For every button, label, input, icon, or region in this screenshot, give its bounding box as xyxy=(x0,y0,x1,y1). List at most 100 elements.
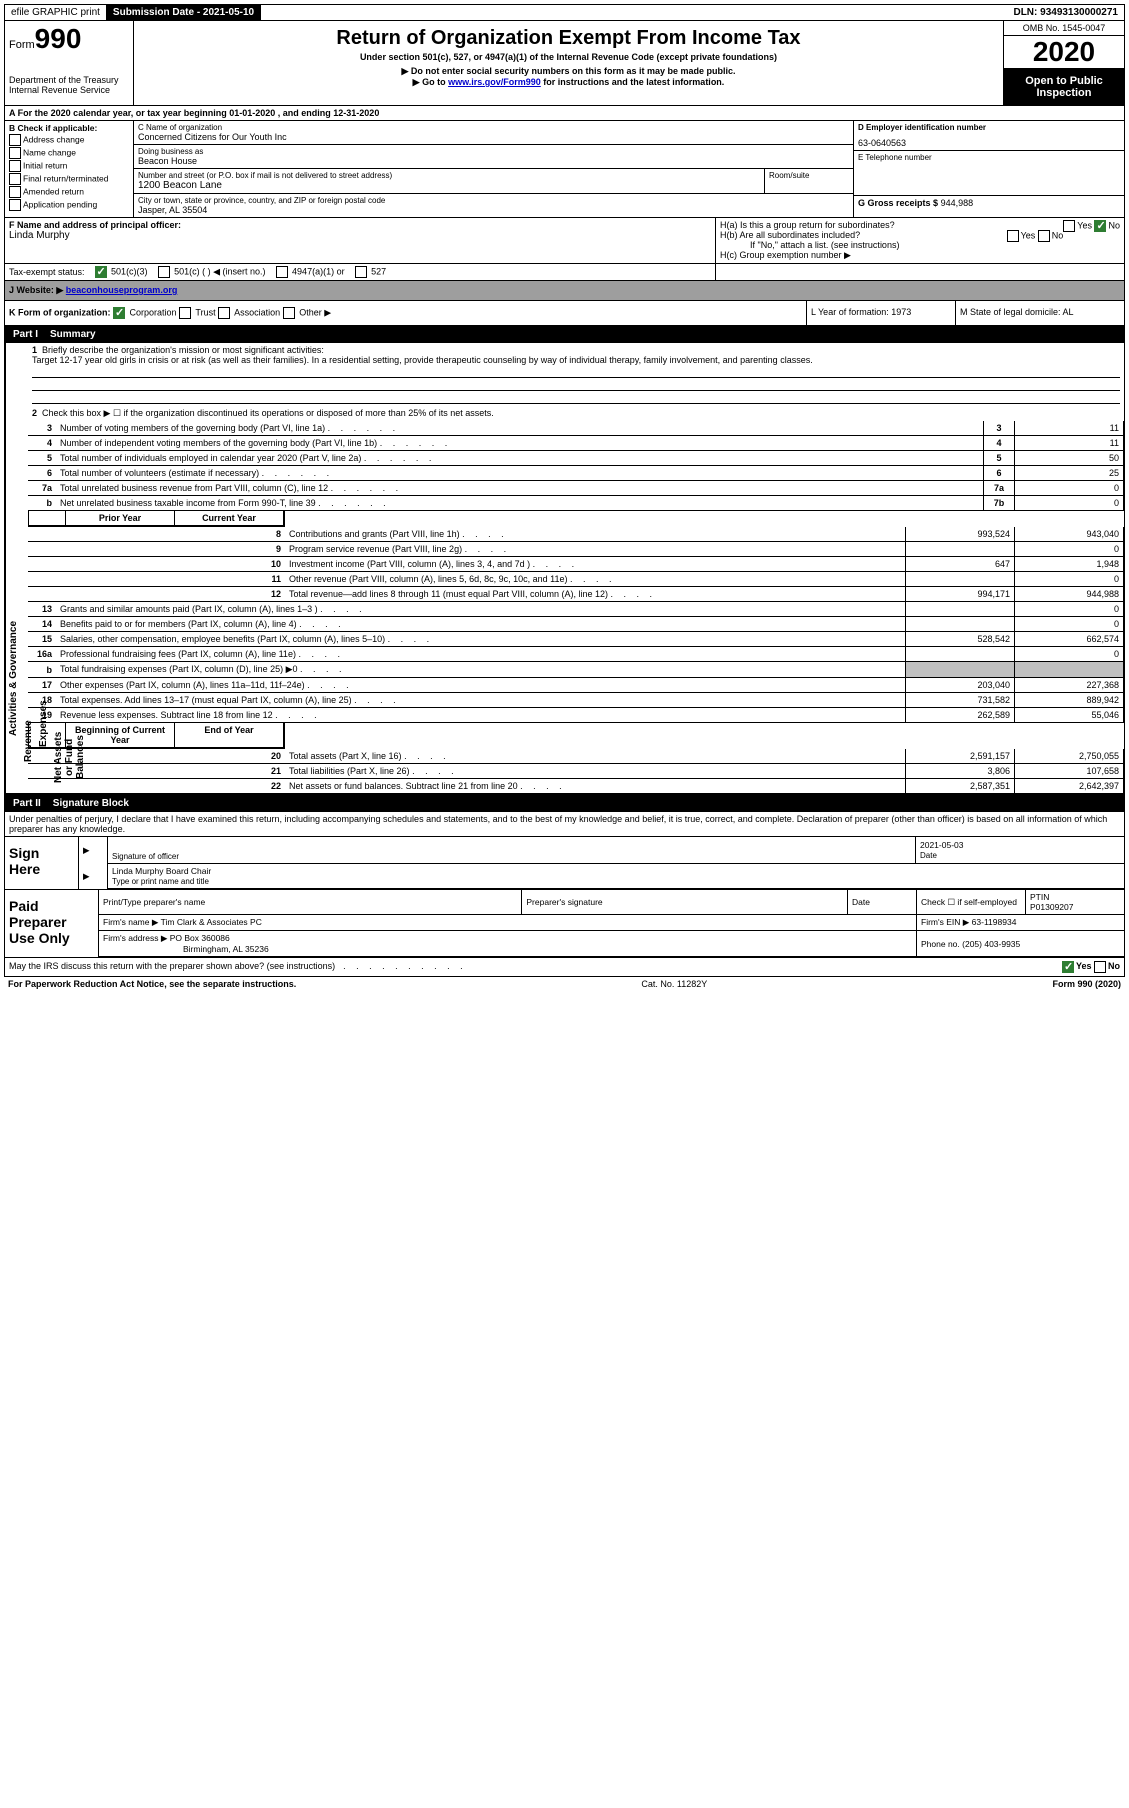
table-row: 22Net assets or fund balances. Subtract … xyxy=(28,779,1124,794)
table-row: 14Benefits paid to or for members (Part … xyxy=(28,617,1124,632)
hb-label: H(b) Are all subordinates included? xyxy=(720,230,860,240)
sig-officer-label: Signature of officer xyxy=(112,852,179,861)
ha-no[interactable] xyxy=(1094,220,1106,232)
discuss-yes[interactable] xyxy=(1062,961,1074,973)
checkbox-address[interactable] xyxy=(9,134,21,146)
gross-label: G Gross receipts $ xyxy=(858,198,938,208)
cb-corp[interactable] xyxy=(113,307,125,319)
col-b-checkboxes: B Check if applicable: Address change Na… xyxy=(5,121,134,217)
dln: DLN: 93493130000271 xyxy=(1007,5,1124,20)
firm-addr1: PO Box 360086 xyxy=(170,933,230,943)
table-row: 13Grants and similar amounts paid (Part … xyxy=(28,602,1124,617)
firm-name-label: Firm's name ▶ xyxy=(103,917,158,927)
section-a: A For the 2020 calendar year, or tax yea… xyxy=(4,106,1125,121)
ein-value: 63-0640563 xyxy=(858,138,1120,148)
website-link[interactable]: beaconhouseprogram.org xyxy=(66,285,178,295)
ptin-value: P01309207 xyxy=(1030,902,1074,912)
city-value: Jasper, AL 35504 xyxy=(138,205,849,215)
cb-501c3[interactable] xyxy=(95,266,107,278)
org-name-label: C Name of organization xyxy=(138,123,849,132)
prep-phone: (205) 403-9935 xyxy=(962,939,1020,949)
hb-no[interactable] xyxy=(1038,230,1050,242)
part2-title: Signature Block xyxy=(53,798,129,809)
revenue-table: Prior YearCurrent Year 8Contributions an… xyxy=(28,511,1124,602)
discuss-no[interactable] xyxy=(1094,961,1106,973)
form990-link[interactable]: www.irs.gov/Form990 xyxy=(448,77,541,87)
vtab-rev: Revenue xyxy=(21,690,36,794)
form-title: Return of Organization Exempt From Incom… xyxy=(138,27,999,50)
sign-here-label: Sign Here xyxy=(5,837,79,889)
prep-date-label: Date xyxy=(848,890,917,915)
ptin-label: PTIN xyxy=(1030,892,1049,902)
line2-text: Check this box ▶ ☐ if the organization d… xyxy=(42,408,494,418)
checkbox-amended[interactable] xyxy=(9,186,21,198)
f-label: F Name and address of principal officer: xyxy=(9,220,181,230)
checkbox-name[interactable] xyxy=(9,147,21,159)
perjury-text: Under penalties of perjury, I declare th… xyxy=(5,812,1124,836)
table-row: 4Number of independent voting members of… xyxy=(28,436,1124,451)
footer-left: For Paperwork Reduction Act Notice, see … xyxy=(8,979,296,989)
ha-yes[interactable] xyxy=(1063,220,1075,232)
checkbox-final[interactable] xyxy=(9,173,21,185)
org-info-grid: B Check if applicable: Address change Na… xyxy=(4,121,1125,218)
form-number: 990 xyxy=(35,23,82,54)
hb-yes[interactable] xyxy=(1007,230,1019,242)
website-row: J Website: ▶ beaconhouseprogram.org xyxy=(4,281,1125,301)
table-row: 11Other revenue (Part VIII, column (A), … xyxy=(28,572,1124,587)
print-name-label: Print/Type preparer's name xyxy=(99,890,522,915)
cb-4947[interactable] xyxy=(276,266,288,278)
table-row: bNet unrelated business taxable income f… xyxy=(28,496,1124,511)
netassets-table: Beginning of Current YearEnd of Year 20T… xyxy=(28,723,1124,794)
prior-year-header: Prior Year xyxy=(66,511,175,526)
cb-501c[interactable] xyxy=(158,266,170,278)
firm-addr-label: Firm's address ▶ xyxy=(103,933,167,943)
part1-header: Part I Summary xyxy=(4,326,1125,343)
row-f-h: F Name and address of principal officer:… xyxy=(4,218,1125,264)
sig-date: 2021-05-03 xyxy=(920,840,1120,850)
type-label: Type or print name and title xyxy=(112,877,209,886)
vtab-gov: Activities & Governance xyxy=(6,563,21,794)
website-label: J Website: ▶ xyxy=(9,285,63,295)
table-row: 8Contributions and grants (Part VIII, li… xyxy=(28,527,1124,542)
table-row: bTotal fundraising expenses (Part IX, co… xyxy=(28,662,1124,678)
footer-right: Form 990 (2020) xyxy=(1052,979,1121,989)
form-note1: ▶ Do not enter social security numbers o… xyxy=(138,66,999,77)
prep-sig-label: Preparer's signature xyxy=(522,890,848,915)
cb-assoc[interactable] xyxy=(218,307,230,319)
prep-phone-label: Phone no. xyxy=(921,939,960,949)
table-row: 5Total number of individuals employed in… xyxy=(28,451,1124,466)
discuss-text: May the IRS discuss this return with the… xyxy=(9,961,335,973)
footer-mid: Cat. No. 11282Y xyxy=(296,979,1052,989)
street-label: Number and street (or P.O. box if mail i… xyxy=(138,171,760,180)
part1-table: Activities & Governance Revenue Expenses… xyxy=(4,343,1125,795)
cb-trust[interactable] xyxy=(179,307,191,319)
vtab-column: Activities & Governance Revenue Expenses… xyxy=(5,343,28,794)
dept-label: Department of the Treasury xyxy=(9,75,129,85)
hc-label: H(c) Group exemption number ▶ xyxy=(720,250,1120,261)
vtab-exp: Expenses xyxy=(36,655,51,794)
open-public: Open to Public Inspection xyxy=(1004,69,1124,105)
tax-year: 2020 xyxy=(1004,36,1124,69)
check-self: Check ☐ if self-employed xyxy=(917,890,1026,915)
street-value: 1200 Beacon Lane xyxy=(138,180,760,191)
irs-label: Internal Revenue Service xyxy=(9,85,129,95)
cb-527[interactable] xyxy=(355,266,367,278)
page-footer: For Paperwork Reduction Act Notice, see … xyxy=(4,977,1125,991)
table-row: 18Total expenses. Add lines 13–17 (must … xyxy=(28,693,1124,708)
governance-table: 3Number of voting members of the governi… xyxy=(28,421,1124,511)
note2-pre: ▶ Go to xyxy=(413,77,448,87)
part1-title: Summary xyxy=(50,329,96,340)
m-state: M State of legal domicile: AL xyxy=(955,301,1124,325)
table-row: 19Revenue less expenses. Subtract line 1… xyxy=(28,708,1124,723)
checkbox-pending[interactable] xyxy=(9,199,21,211)
col-b-label: B Check if applicable: xyxy=(9,123,129,133)
table-row: 9Program service revenue (Part VIII, lin… xyxy=(28,542,1124,557)
dba-label: Doing business as xyxy=(138,147,849,156)
checkbox-initial[interactable] xyxy=(9,160,21,172)
table-row: 15Salaries, other compensation, employee… xyxy=(28,632,1124,647)
note2-post: for instructions and the latest informat… xyxy=(541,77,725,87)
cb-other[interactable] xyxy=(283,307,295,319)
table-row: 7aTotal unrelated business revenue from … xyxy=(28,481,1124,496)
efile-label[interactable]: efile GRAPHIC print xyxy=(5,5,107,20)
dba-value: Beacon House xyxy=(138,156,849,166)
